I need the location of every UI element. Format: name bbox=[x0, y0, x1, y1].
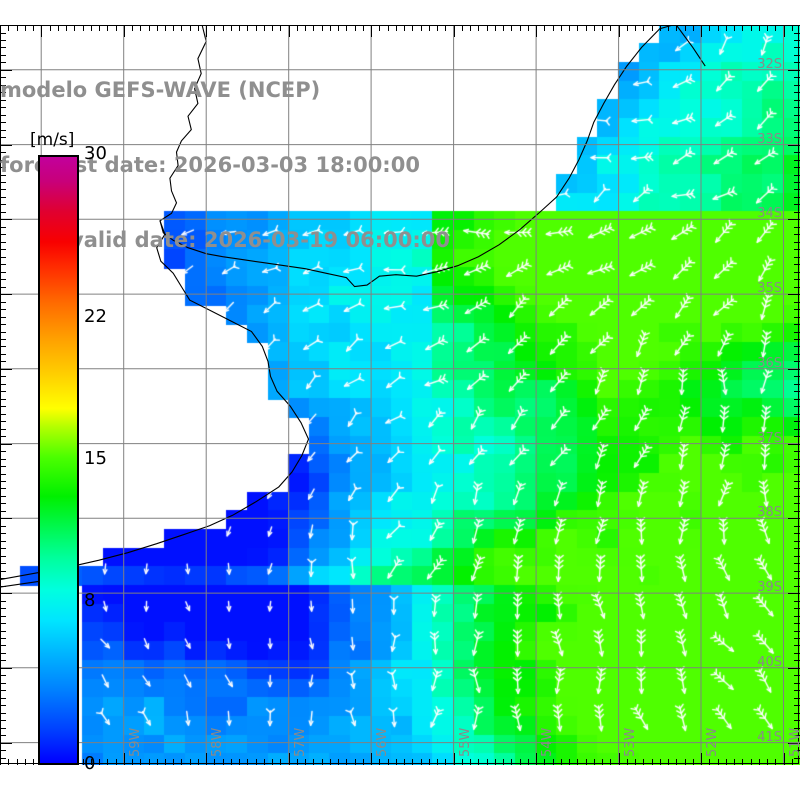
colorbar-tick-label: 0 bbox=[84, 753, 96, 774]
wind-speed-raster bbox=[0, 25, 800, 765]
map-plot-area[interactable] bbox=[0, 25, 800, 765]
colorbar-tick-label: 22 bbox=[84, 306, 107, 327]
colorbar-tick-label: 8 bbox=[84, 590, 96, 611]
colorbar-gradient bbox=[38, 155, 79, 765]
graticule-grid bbox=[0, 25, 800, 765]
colorbar-tick-label: 15 bbox=[84, 448, 107, 469]
colorbar-tick-label: 30 bbox=[84, 143, 107, 164]
colorbar-unit-label: [m/s] bbox=[30, 130, 75, 150]
colorbar[interactable] bbox=[38, 155, 79, 765]
